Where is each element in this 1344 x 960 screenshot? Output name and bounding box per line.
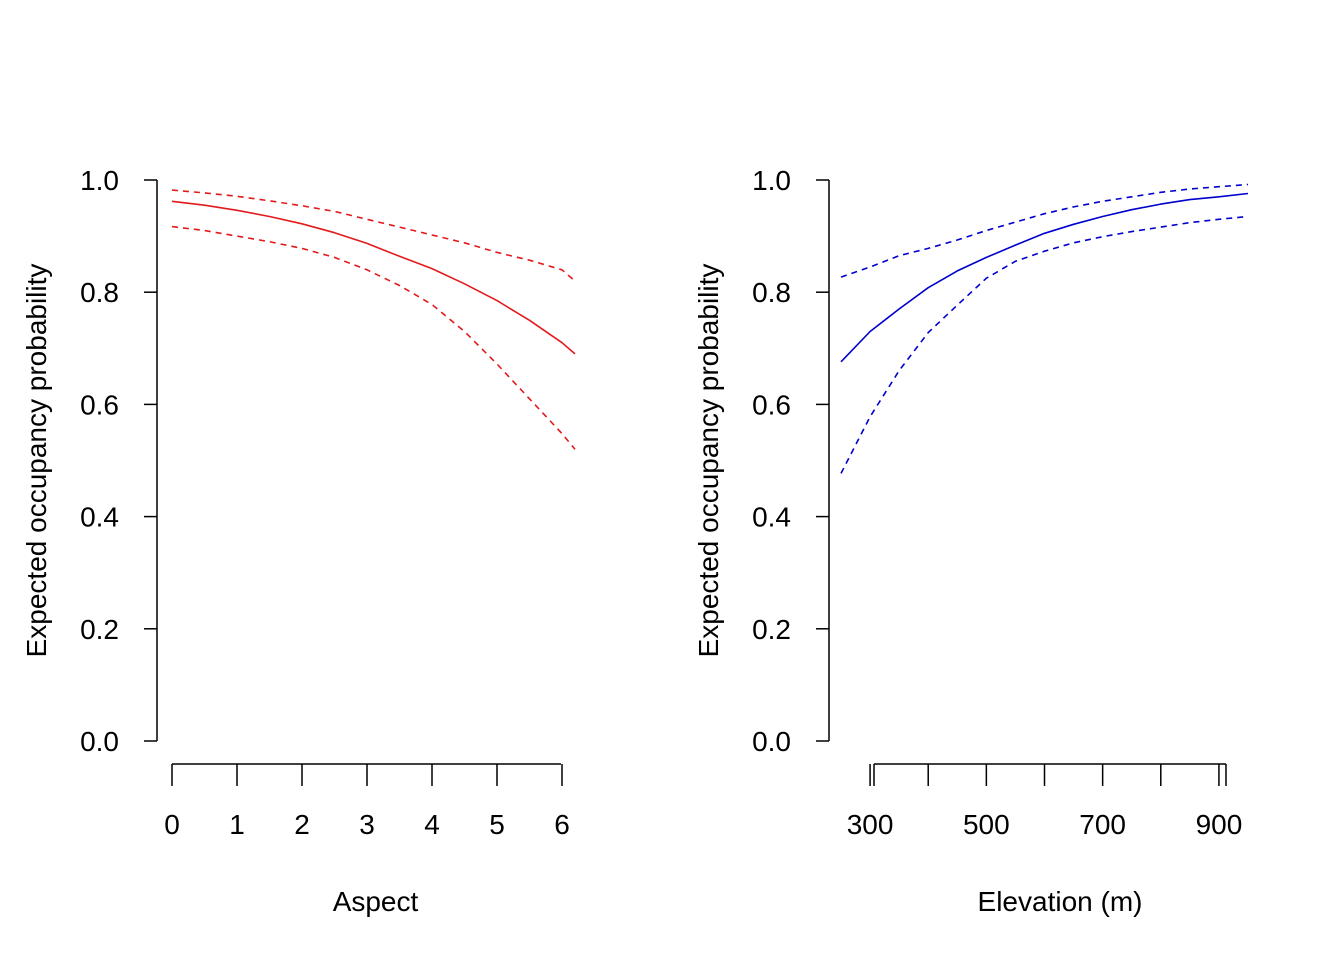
x-axis-title: Aspect	[333, 886, 419, 917]
y-tick-label: 0.6	[752, 389, 791, 420]
x-tick-label: 3	[359, 809, 375, 840]
x-axis-title: Elevation (m)	[978, 886, 1143, 917]
series-line-upper	[171, 189, 576, 282]
y-tick-label: 0.8	[80, 277, 119, 308]
x-tick-label: 5	[489, 809, 505, 840]
series-line-lower	[171, 225, 576, 450]
x-tick-label: 300	[847, 809, 894, 840]
x-tick-label: 1	[229, 809, 245, 840]
series-line-lower	[840, 215, 1249, 474]
series-line-upper	[840, 183, 1249, 278]
y-tick-label: 0.6	[80, 389, 119, 420]
x-tick-label: 2	[294, 809, 310, 840]
elevation-panel: 0.0 0.2 0.4 0.6 0.8 1.0 300 500 700 900 Elevation …	[693, 165, 1249, 917]
y-tick-label: 0.0	[752, 726, 791, 757]
y-axis-title: Expected occupancy probability	[693, 264, 724, 658]
y-tick-label: 1.0	[752, 165, 791, 196]
aspect-panel: 0.0 0.2 0.4 0.6 0.8 1.0 0 1 2 3 4 5 6 Aspect Expected …	[21, 165, 576, 917]
x-tick-label: 4	[424, 809, 440, 840]
y-axis-title: Expected occupancy probability	[21, 264, 52, 658]
series-line-estimate	[840, 192, 1249, 363]
series-line-estimate	[171, 200, 576, 355]
y-tick-label: 0.8	[752, 277, 791, 308]
y-tick-label: 0.4	[752, 502, 791, 533]
x-tick-label: 900	[1196, 809, 1243, 840]
y-tick-label: 1.0	[80, 165, 119, 196]
x-tick-label: 0	[164, 809, 180, 840]
y-tick-label: 0.2	[80, 614, 119, 645]
y-tick-label: 0.2	[752, 614, 791, 645]
y-tick-label: 0.0	[80, 726, 119, 757]
x-tick-label: 6	[554, 809, 570, 840]
y-tick-label: 0.4	[80, 502, 119, 533]
x-tick-label: 700	[1079, 809, 1126, 840]
x-tick-label: 500	[963, 809, 1010, 840]
